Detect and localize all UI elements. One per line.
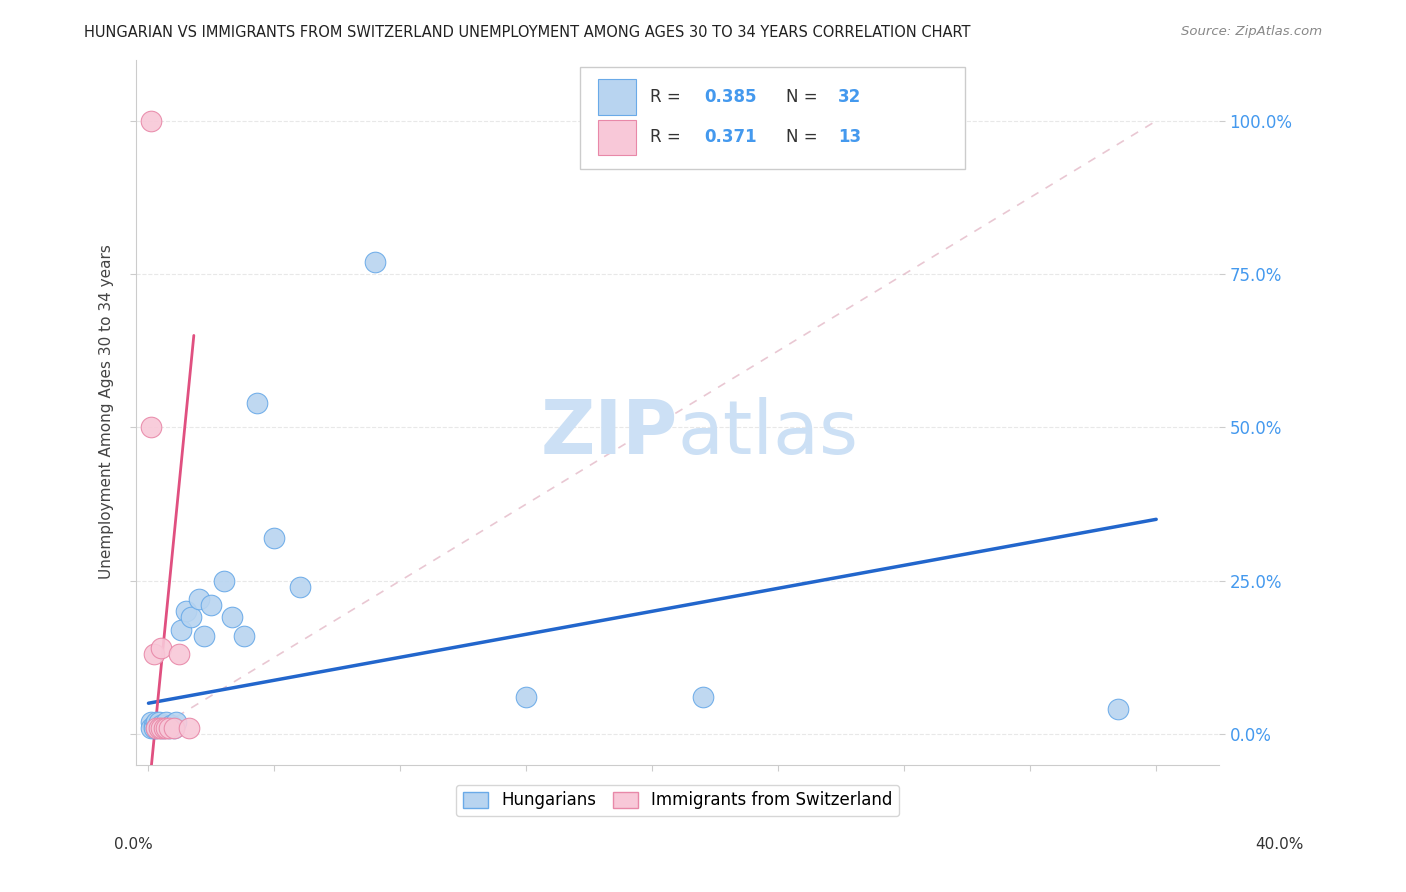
Point [163, 721, 186, 735]
Text: ZIP: ZIP [540, 397, 678, 470]
Point [150, 717, 173, 731]
Point [139, 721, 162, 735]
Point [157, 721, 180, 735]
Point [288, 580, 311, 594]
Point [160, 717, 183, 731]
Point [148, 721, 170, 735]
Point [139, 114, 162, 128]
Point [180, 610, 202, 624]
Point [139, 420, 162, 434]
FancyBboxPatch shape [599, 79, 637, 114]
Point [145, 714, 167, 729]
Point [150, 641, 173, 656]
Point [148, 717, 170, 731]
Point [221, 610, 243, 624]
Point [145, 721, 167, 735]
Point [145, 721, 167, 735]
Text: N =: N = [786, 88, 823, 106]
Text: Source: ZipAtlas.com: Source: ZipAtlas.com [1181, 25, 1322, 38]
Point [163, 721, 186, 735]
Text: 0.371: 0.371 [704, 128, 758, 146]
Point [142, 647, 165, 661]
Point [177, 721, 200, 735]
Point [187, 592, 209, 607]
Point [150, 721, 173, 735]
Point [167, 647, 190, 661]
Text: R =: R = [651, 128, 686, 146]
Point [152, 721, 174, 735]
Point [155, 714, 177, 729]
Point [152, 721, 174, 735]
Point [165, 714, 187, 729]
Text: 32: 32 [838, 88, 860, 106]
Point [174, 604, 197, 618]
Text: 0.0%: 0.0% [114, 838, 153, 852]
Point [692, 690, 714, 704]
FancyBboxPatch shape [581, 67, 965, 169]
Text: atlas: atlas [678, 397, 859, 470]
Point [193, 629, 215, 643]
FancyBboxPatch shape [599, 120, 637, 155]
Point [148, 714, 170, 729]
Text: R =: R = [651, 88, 686, 106]
Text: N =: N = [786, 128, 823, 146]
Text: 40.0%: 40.0% [1256, 838, 1303, 852]
Point [139, 714, 162, 729]
Point [157, 721, 180, 735]
Point [142, 717, 165, 731]
Point [263, 531, 285, 545]
Text: 0.385: 0.385 [704, 88, 756, 106]
Legend: Hungarians, Immigrants from Switzerland: Hungarians, Immigrants from Switzerland [456, 785, 898, 816]
Point [364, 255, 387, 269]
Point [155, 721, 177, 735]
Y-axis label: Unemployment Among Ages 30 to 34 years: Unemployment Among Ages 30 to 34 years [100, 244, 114, 580]
Point [170, 623, 193, 637]
Point [233, 629, 256, 643]
Point [142, 721, 165, 735]
Point [1107, 702, 1129, 716]
Point [150, 721, 173, 735]
Text: 13: 13 [838, 128, 860, 146]
Point [200, 598, 222, 612]
Text: HUNGARIAN VS IMMIGRANTS FROM SWITZERLAND UNEMPLOYMENT AMONG AGES 30 TO 34 YEARS : HUNGARIAN VS IMMIGRANTS FROM SWITZERLAND… [84, 25, 972, 40]
Point [515, 690, 537, 704]
Point [246, 396, 269, 410]
Point [212, 574, 235, 588]
